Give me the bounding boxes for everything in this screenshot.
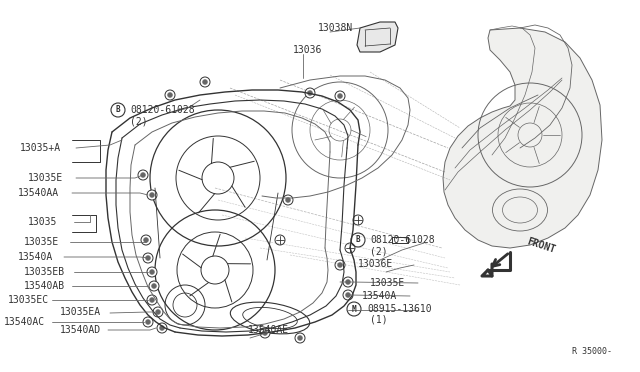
- Circle shape: [346, 279, 351, 285]
- Circle shape: [152, 283, 157, 289]
- Circle shape: [202, 80, 207, 84]
- Circle shape: [145, 320, 150, 324]
- Circle shape: [346, 292, 351, 298]
- Circle shape: [153, 307, 163, 317]
- Circle shape: [337, 263, 342, 267]
- Text: 13035EA: 13035EA: [60, 307, 101, 317]
- Text: 08915-13610: 08915-13610: [367, 304, 431, 314]
- Circle shape: [345, 243, 355, 253]
- Circle shape: [343, 277, 353, 287]
- Circle shape: [262, 330, 268, 336]
- Polygon shape: [443, 28, 602, 248]
- Text: 13540AB: 13540AB: [24, 281, 65, 291]
- Text: (2): (2): [130, 116, 148, 126]
- Text: 08120-61028: 08120-61028: [130, 105, 195, 115]
- Circle shape: [353, 215, 363, 225]
- Polygon shape: [357, 22, 398, 52]
- Text: 13540A: 13540A: [18, 252, 53, 262]
- Text: B: B: [116, 106, 120, 115]
- Circle shape: [307, 90, 312, 96]
- Circle shape: [335, 260, 345, 270]
- Text: 13540AC: 13540AC: [4, 317, 45, 327]
- Text: 13035+A: 13035+A: [20, 143, 61, 153]
- Text: FRONT: FRONT: [526, 237, 557, 255]
- Circle shape: [147, 190, 157, 200]
- Circle shape: [147, 295, 157, 305]
- Circle shape: [168, 93, 173, 97]
- Circle shape: [150, 269, 154, 275]
- Circle shape: [165, 90, 175, 100]
- Circle shape: [200, 77, 210, 87]
- Circle shape: [298, 336, 303, 340]
- Text: 13035EC: 13035EC: [8, 295, 49, 305]
- Circle shape: [138, 170, 148, 180]
- Circle shape: [157, 323, 167, 333]
- Text: 13035EB: 13035EB: [24, 267, 65, 277]
- Circle shape: [343, 290, 353, 300]
- Circle shape: [143, 237, 148, 243]
- Circle shape: [335, 91, 345, 101]
- Circle shape: [149, 281, 159, 291]
- Text: 13035E: 13035E: [28, 173, 63, 183]
- Text: 13036E: 13036E: [358, 259, 393, 269]
- Circle shape: [145, 256, 150, 260]
- Text: M: M: [352, 305, 356, 314]
- Circle shape: [305, 88, 315, 98]
- Circle shape: [275, 235, 285, 245]
- Text: (2): (2): [370, 246, 388, 256]
- Text: 13540AE: 13540AE: [248, 325, 289, 335]
- Text: 13540AA: 13540AA: [18, 188, 59, 198]
- Text: R 35000-: R 35000-: [572, 347, 612, 356]
- Circle shape: [285, 198, 291, 202]
- Text: 13038N: 13038N: [318, 23, 353, 33]
- Text: B: B: [356, 235, 360, 244]
- Circle shape: [159, 326, 164, 330]
- Circle shape: [295, 333, 305, 343]
- Text: 13035: 13035: [28, 217, 58, 227]
- Text: 13036: 13036: [293, 45, 323, 55]
- Circle shape: [141, 235, 151, 245]
- Circle shape: [150, 192, 154, 198]
- Circle shape: [143, 317, 153, 327]
- Text: 13035E: 13035E: [370, 278, 405, 288]
- Circle shape: [156, 310, 161, 314]
- Text: 13540AD: 13540AD: [60, 325, 101, 335]
- Circle shape: [150, 298, 154, 302]
- Circle shape: [260, 328, 270, 338]
- Text: 13035E: 13035E: [24, 237, 60, 247]
- Text: (1): (1): [370, 315, 388, 325]
- Circle shape: [147, 267, 157, 277]
- Text: 13540A: 13540A: [362, 291, 397, 301]
- Circle shape: [337, 93, 342, 99]
- Circle shape: [283, 195, 293, 205]
- Text: 08120-61028: 08120-61028: [370, 235, 435, 245]
- Circle shape: [141, 173, 145, 177]
- Circle shape: [143, 253, 153, 263]
